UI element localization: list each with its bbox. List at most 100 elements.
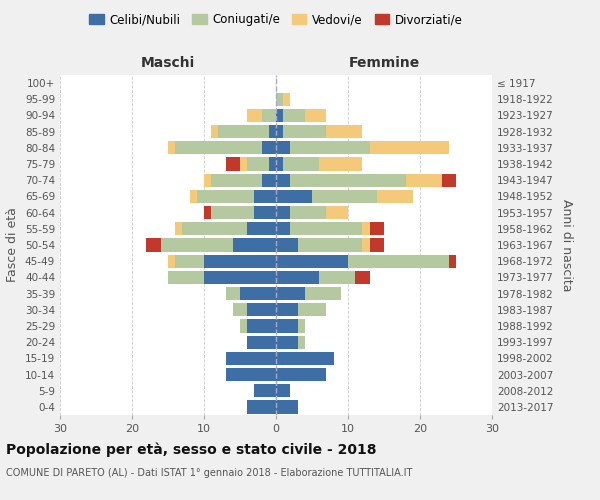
- Bar: [290, 206, 326, 220]
- Bar: [283, 92, 290, 106]
- Bar: [161, 238, 233, 252]
- Bar: [298, 238, 362, 252]
- Bar: [370, 238, 384, 252]
- Bar: [168, 254, 175, 268]
- Bar: [247, 303, 276, 316]
- Bar: [146, 238, 161, 252]
- Bar: [226, 368, 276, 381]
- Bar: [319, 158, 362, 170]
- Bar: [276, 190, 312, 203]
- Bar: [370, 222, 384, 235]
- Bar: [247, 109, 262, 122]
- Bar: [298, 303, 326, 316]
- Bar: [226, 158, 240, 170]
- Bar: [290, 141, 370, 154]
- Bar: [262, 141, 276, 154]
- Bar: [276, 92, 283, 106]
- Bar: [254, 190, 276, 203]
- Bar: [406, 174, 442, 187]
- Bar: [204, 174, 211, 187]
- Bar: [175, 141, 262, 154]
- Bar: [254, 384, 276, 398]
- Bar: [276, 352, 334, 365]
- Bar: [168, 141, 175, 154]
- Bar: [226, 352, 276, 365]
- Bar: [269, 125, 276, 138]
- Text: Femmine: Femmine: [349, 56, 419, 70]
- Bar: [276, 109, 283, 122]
- Bar: [276, 368, 326, 381]
- Bar: [319, 270, 355, 284]
- Bar: [283, 158, 319, 170]
- Bar: [276, 270, 319, 284]
- Bar: [276, 400, 298, 413]
- Legend: Celibi/Nubili, Coniugati/e, Vedovi/e, Divorziati/e: Celibi/Nubili, Coniugati/e, Vedovi/e, Di…: [85, 8, 467, 31]
- Bar: [305, 287, 341, 300]
- Bar: [305, 109, 326, 122]
- Bar: [240, 158, 247, 170]
- Bar: [276, 174, 290, 187]
- Bar: [276, 336, 298, 349]
- Bar: [204, 206, 211, 220]
- Bar: [168, 270, 204, 284]
- Bar: [348, 254, 449, 268]
- Bar: [254, 206, 276, 220]
- Bar: [326, 206, 348, 220]
- Bar: [233, 238, 276, 252]
- Bar: [276, 254, 348, 268]
- Bar: [298, 336, 305, 349]
- Bar: [276, 125, 283, 138]
- Bar: [226, 287, 240, 300]
- Bar: [240, 287, 276, 300]
- Bar: [247, 222, 276, 235]
- Bar: [370, 141, 449, 154]
- Y-axis label: Fasce di età: Fasce di età: [7, 208, 19, 282]
- Bar: [276, 206, 290, 220]
- Bar: [211, 206, 254, 220]
- Bar: [442, 174, 456, 187]
- Bar: [247, 320, 276, 332]
- Bar: [247, 400, 276, 413]
- Bar: [247, 158, 269, 170]
- Bar: [298, 320, 305, 332]
- Bar: [290, 174, 406, 187]
- Bar: [312, 190, 377, 203]
- Text: COMUNE DI PARETO (AL) - Dati ISTAT 1° gennaio 2018 - Elaborazione TUTTITALIA.IT: COMUNE DI PARETO (AL) - Dati ISTAT 1° ge…: [6, 468, 412, 477]
- Bar: [276, 158, 283, 170]
- Bar: [211, 125, 218, 138]
- Bar: [449, 254, 456, 268]
- Bar: [276, 384, 290, 398]
- Bar: [175, 254, 204, 268]
- Y-axis label: Anni di nascita: Anni di nascita: [560, 198, 573, 291]
- Bar: [197, 190, 254, 203]
- Bar: [355, 270, 370, 284]
- Bar: [377, 190, 413, 203]
- Bar: [326, 125, 362, 138]
- Bar: [276, 303, 298, 316]
- Bar: [247, 336, 276, 349]
- Bar: [276, 141, 290, 154]
- Text: Maschi: Maschi: [141, 56, 195, 70]
- Bar: [204, 254, 276, 268]
- Bar: [175, 222, 182, 235]
- Bar: [276, 222, 290, 235]
- Bar: [262, 174, 276, 187]
- Bar: [190, 190, 197, 203]
- Bar: [276, 238, 298, 252]
- Bar: [218, 125, 269, 138]
- Bar: [290, 222, 362, 235]
- Text: Popolazione per età, sesso e stato civile - 2018: Popolazione per età, sesso e stato civil…: [6, 442, 377, 457]
- Bar: [182, 222, 247, 235]
- Bar: [233, 303, 247, 316]
- Bar: [362, 222, 370, 235]
- Bar: [204, 270, 276, 284]
- Bar: [240, 320, 247, 332]
- Bar: [283, 125, 326, 138]
- Bar: [262, 109, 276, 122]
- Bar: [362, 238, 370, 252]
- Bar: [269, 158, 276, 170]
- Bar: [276, 287, 305, 300]
- Bar: [283, 109, 305, 122]
- Bar: [276, 320, 298, 332]
- Bar: [211, 174, 262, 187]
